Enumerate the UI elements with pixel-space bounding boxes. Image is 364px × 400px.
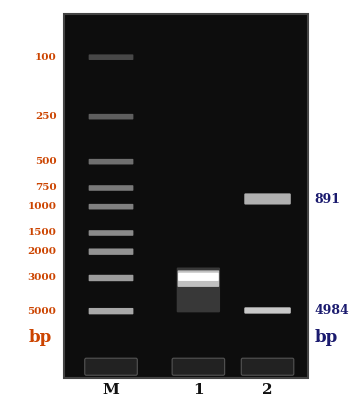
Text: 5000: 5000 [28, 307, 56, 316]
FancyBboxPatch shape [85, 358, 137, 375]
Text: 1000: 1000 [27, 202, 56, 211]
FancyBboxPatch shape [178, 270, 219, 287]
FancyBboxPatch shape [244, 307, 291, 314]
FancyBboxPatch shape [89, 275, 133, 281]
FancyBboxPatch shape [89, 308, 133, 314]
FancyBboxPatch shape [177, 268, 220, 312]
Text: bp: bp [315, 329, 338, 346]
Text: 500: 500 [35, 157, 56, 166]
FancyBboxPatch shape [89, 185, 133, 191]
Text: 4984: 4984 [315, 304, 349, 318]
Text: 3000: 3000 [28, 274, 56, 282]
Text: 2000: 2000 [27, 247, 56, 256]
Text: 1500: 1500 [28, 228, 56, 238]
Text: 100: 100 [35, 53, 56, 62]
FancyBboxPatch shape [172, 358, 225, 375]
Text: M: M [103, 383, 119, 397]
FancyBboxPatch shape [89, 54, 133, 60]
Text: bp: bp [29, 329, 52, 346]
FancyBboxPatch shape [244, 193, 291, 204]
Text: 250: 250 [35, 112, 56, 121]
FancyBboxPatch shape [241, 358, 294, 375]
FancyBboxPatch shape [89, 204, 133, 210]
FancyBboxPatch shape [89, 159, 133, 164]
Text: 2: 2 [262, 383, 273, 397]
Text: 750: 750 [35, 184, 56, 192]
Bar [64, 14, 308, 378]
FancyBboxPatch shape [89, 230, 133, 236]
FancyBboxPatch shape [89, 114, 133, 120]
Text: 891: 891 [315, 193, 341, 206]
FancyBboxPatch shape [89, 248, 133, 255]
Text: 1: 1 [193, 383, 204, 397]
FancyBboxPatch shape [178, 273, 219, 281]
